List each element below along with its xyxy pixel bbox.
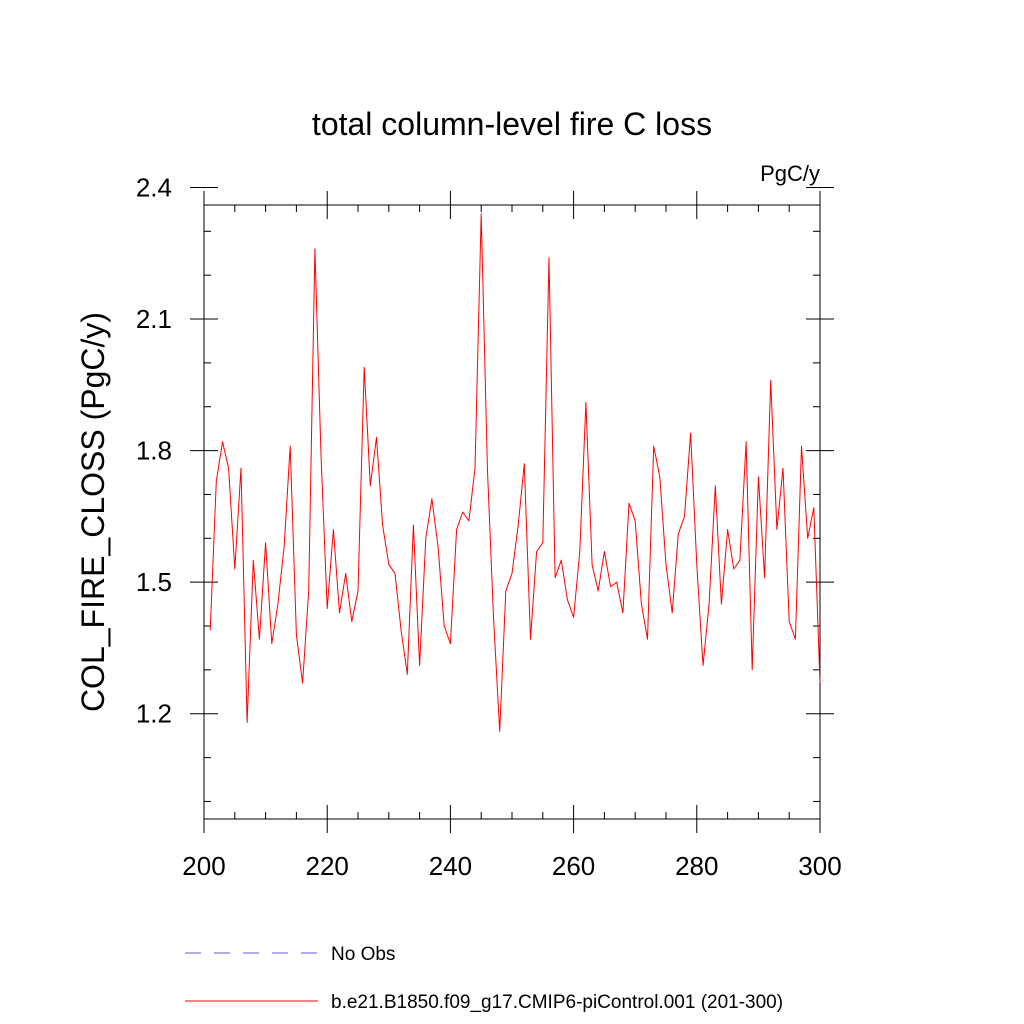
legend-label-obs: No Obs bbox=[331, 944, 395, 965]
series-line bbox=[209, 213, 821, 732]
y-tick-labels: 1.2 1.5 1.8 2.1 2.4 bbox=[136, 172, 172, 728]
minor-ticks bbox=[204, 205, 820, 819]
x-tick-label: 200 bbox=[182, 851, 225, 881]
y-tick-label: 2.4 bbox=[136, 172, 172, 202]
series-layer bbox=[209, 213, 821, 732]
legend: No Obs b.e21.B1850.f09_g17.CMIP6-piContr… bbox=[185, 944, 783, 1013]
y-axis-label: COL_FIRE_CLOSS (PgC/y) bbox=[75, 312, 111, 712]
plot-border bbox=[203, 204, 821, 820]
x-tick-label: 240 bbox=[429, 851, 472, 881]
major-ticks bbox=[190, 186, 834, 833]
y-tick-label: 2.1 bbox=[136, 304, 172, 334]
x-tick-labels: 200 220 240 260 280 300 bbox=[182, 851, 841, 881]
chart-title: total column-level fire C loss bbox=[312, 106, 712, 142]
y-tick-label: 1.8 bbox=[136, 436, 172, 466]
x-tick-label: 260 bbox=[552, 851, 595, 881]
x-tick-label: 280 bbox=[675, 851, 718, 881]
plot-frame bbox=[203, 204, 821, 820]
x-tick-label: 300 bbox=[798, 851, 841, 881]
units-label: PgC/y bbox=[760, 161, 820, 186]
x-tick-label: 220 bbox=[306, 851, 349, 881]
legend-label-model: b.e21.B1850.f09_g17.CMIP6-piControl.001 … bbox=[331, 992, 783, 1013]
y-tick-label: 1.5 bbox=[136, 567, 172, 597]
y-tick-label: 1.2 bbox=[136, 699, 172, 729]
